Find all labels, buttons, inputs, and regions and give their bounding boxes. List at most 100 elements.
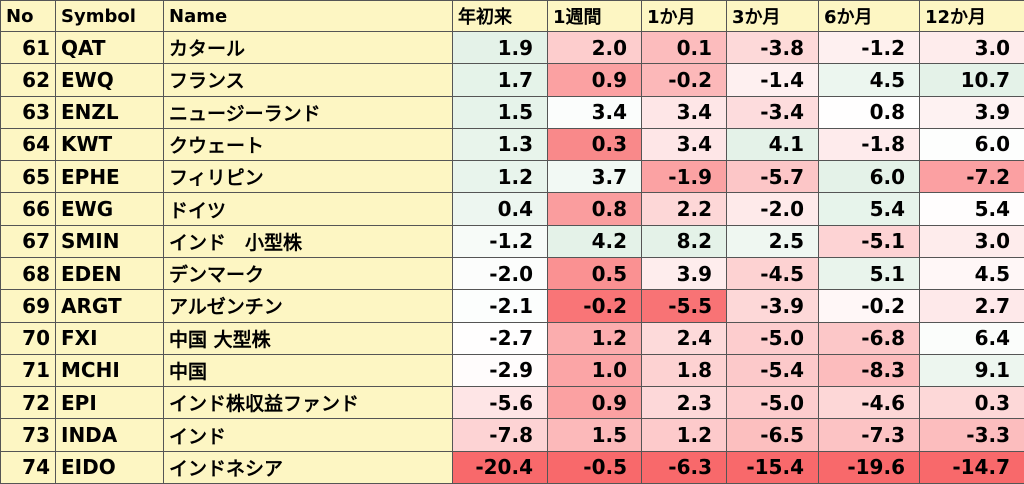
return-cell: 2.4 (641, 321, 727, 355)
table-row: 66 EWG ドイツ 0.4 0.8 2.2 -2.0 5.4 5.4 (0, 192, 1024, 226)
return-cell: 1.5 (452, 95, 548, 129)
name-cell: アルゼンチン (163, 289, 453, 323)
row-number: 69 (0, 289, 56, 323)
name-cell: ドイツ (163, 192, 453, 226)
return-cell: -3.9 (726, 289, 819, 323)
symbol-cell: ARGT (55, 289, 164, 323)
return-cell: -6.3 (641, 450, 727, 484)
name-cell: インド 小型株 (163, 224, 453, 258)
column-header: Symbol (55, 0, 164, 32)
symbol-cell: FXI (55, 321, 164, 355)
return-cell: 0.9 (547, 63, 642, 97)
symbol-cell: EWQ (55, 63, 164, 97)
return-cell: -2.0 (726, 192, 819, 226)
return-cell: 3.9 (641, 256, 727, 291)
symbol-cell: MCHI (55, 353, 164, 388)
return-cell: -5.7 (726, 160, 819, 194)
return-cell: 9.1 (919, 353, 1024, 388)
return-cell: -3.8 (726, 30, 819, 65)
symbol-cell: EDEN (55, 256, 164, 291)
return-cell: 4.2 (547, 224, 642, 258)
symbol-cell: QAT (55, 30, 164, 65)
return-cell: -0.2 (641, 63, 727, 97)
table-row: 65 EPHE フィリピン 1.2 3.7 -1.9 -5.7 6.0 -7.2 (0, 160, 1024, 194)
return-cell: -0.5 (547, 450, 642, 484)
name-cell: フランス (163, 63, 453, 97)
return-cell: -0.2 (818, 289, 920, 323)
return-cell: -8.3 (818, 353, 920, 388)
return-cell: -2.1 (452, 289, 548, 323)
return-cell: -5.0 (726, 386, 819, 420)
column-header: 1週間 (547, 0, 642, 32)
return-cell: 1.9 (452, 30, 548, 65)
return-cell: 6.0 (919, 127, 1024, 162)
return-cell: 2.0 (547, 30, 642, 65)
return-cell: -2.9 (452, 353, 548, 388)
column-header: 6か月 (818, 0, 920, 32)
return-cell: 3.9 (919, 95, 1024, 129)
row-number: 70 (0, 321, 56, 355)
row-number: 62 (0, 63, 56, 97)
return-cell: 10.7 (919, 63, 1024, 97)
return-cell: -1.4 (726, 63, 819, 97)
symbol-cell: INDA (55, 418, 164, 452)
return-cell: 3.7 (547, 160, 642, 194)
return-cell: -6.5 (726, 418, 819, 452)
return-cell: -5.6 (452, 386, 548, 420)
return-cell: 3.4 (641, 127, 727, 162)
return-cell: 0.9 (547, 386, 642, 420)
table-row: 67 SMIN インド 小型株 -1.2 4.2 8.2 2.5 -5.1 3.0 (0, 224, 1024, 258)
return-cell: -2.7 (452, 321, 548, 355)
return-cell: 6.4 (919, 321, 1024, 355)
symbol-cell: SMIN (55, 224, 164, 258)
symbol-cell: EPI (55, 386, 164, 420)
return-cell: 0.4 (452, 192, 548, 226)
header-row: No Symbol Name 年初来 1週間 1か月 3か月 6か月 12か月 (0, 0, 1024, 32)
name-cell: インドネシア (163, 450, 453, 484)
symbol-cell: EPHE (55, 160, 164, 194)
return-cell: -1.2 (452, 224, 548, 258)
name-cell: ニュージーランド (163, 95, 453, 129)
name-cell: カタール (163, 30, 453, 65)
return-cell: 2.5 (726, 224, 819, 258)
return-cell: 6.0 (818, 160, 920, 194)
return-cell: 3.0 (919, 224, 1024, 258)
return-cell: 0.8 (547, 192, 642, 226)
symbol-cell: ENZL (55, 95, 164, 129)
return-cell: 5.1 (818, 256, 920, 291)
return-cell: 1.3 (452, 127, 548, 162)
return-cell: -5.0 (726, 321, 819, 355)
return-cell: 4.5 (919, 256, 1024, 291)
return-cell: 1.2 (641, 418, 727, 452)
return-cell: -2.0 (452, 256, 548, 291)
table-row: 68 EDEN デンマーク -2.0 0.5 3.9 -4.5 5.1 4.5 (0, 256, 1024, 291)
return-cell: -0.2 (547, 289, 642, 323)
return-cell: -20.4 (452, 450, 548, 484)
return-cell: 4.1 (726, 127, 819, 162)
name-cell: クウェート (163, 127, 453, 162)
return-cell: 3.4 (547, 95, 642, 129)
return-cell: 5.4 (919, 192, 1024, 226)
row-number: 61 (0, 30, 56, 65)
return-cell: 4.5 (818, 63, 920, 97)
return-cell: -7.2 (919, 160, 1024, 194)
return-cell: -5.1 (818, 224, 920, 258)
return-cell: -15.4 (726, 450, 819, 484)
return-cell: -1.8 (818, 127, 920, 162)
return-cell: -3.3 (919, 418, 1024, 452)
return-cell: 0.8 (818, 95, 920, 129)
table-row: 70 FXI 中国 大型株 -2.7 1.2 2.4 -5.0 -6.8 6.4 (0, 321, 1024, 355)
row-number: 63 (0, 95, 56, 129)
name-cell: インド株収益ファンド (163, 386, 453, 420)
return-cell: 1.0 (547, 353, 642, 388)
return-cell: 1.8 (641, 353, 727, 388)
table-row: 69 ARGT アルゼンチン -2.1 -0.2 -5.5 -3.9 -0.2 2.7 (0, 289, 1024, 323)
return-cell: 3.4 (641, 95, 727, 129)
table-row: 72 EPI インド株収益ファンド -5.6 0.9 2.3 -5.0 -4.6 0.3 (0, 386, 1024, 420)
column-header: No (0, 0, 56, 32)
row-number: 65 (0, 160, 56, 194)
return-cell: -14.7 (919, 450, 1024, 484)
table-row: 64 KWT クウェート 1.3 0.3 3.4 4.1 -1.8 6.0 (0, 127, 1024, 162)
